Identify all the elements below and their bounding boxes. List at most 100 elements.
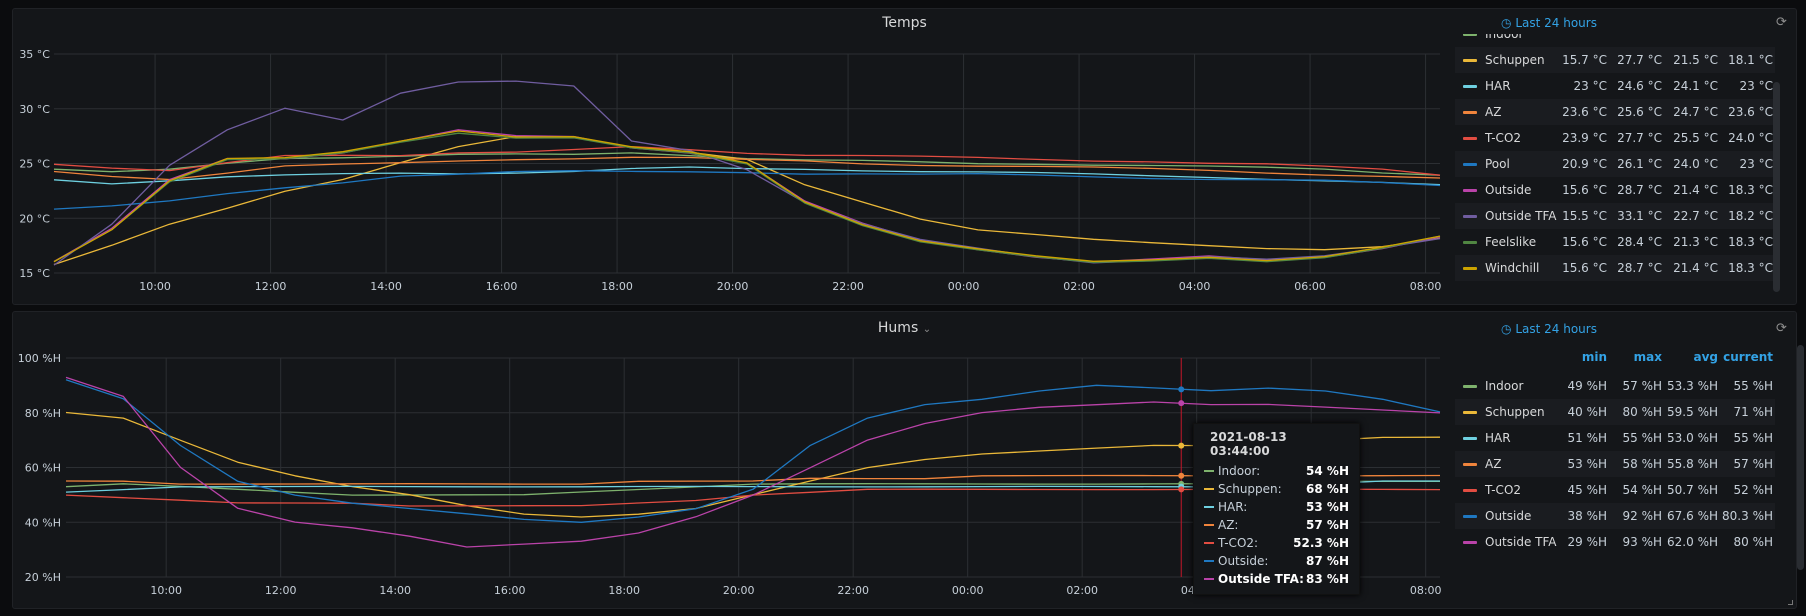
legend-series-name[interactable]: Feelslike bbox=[1485, 235, 1537, 249]
refresh-icon[interactable]: ⟳ bbox=[1776, 321, 1787, 336]
legend-row[interactable]: Outside 15.6 °C 28.7 °C 21.4 °C 18.3 °C bbox=[1455, 177, 1775, 203]
legend-color-swatch[interactable] bbox=[1463, 515, 1477, 518]
legend-row[interactable]: Outside TFA 15.5 °C 33.1 °C 22.7 °C 18.2 °C bbox=[1455, 203, 1775, 229]
legend-row[interactable]: AZ 23.6 °C 25.6 °C 24.7 °C 23.6 °C bbox=[1455, 99, 1775, 125]
legend-header-current[interactable]: current bbox=[1723, 350, 1773, 364]
tooltip-series-value: 54 %H bbox=[1306, 464, 1349, 478]
legend-row[interactable]: Feelslike 15.6 °C 28.4 °C 21.3 °C 18.3 °C bbox=[1455, 229, 1775, 255]
legend-header-max[interactable]: max bbox=[1633, 350, 1662, 364]
legend-header-min[interactable]: min bbox=[1581, 350, 1607, 364]
page-scrollbar[interactable] bbox=[1797, 345, 1804, 570]
tooltip-series-name: HAR: bbox=[1218, 500, 1248, 514]
refresh-icon[interactable]: ⟳ bbox=[1776, 15, 1787, 30]
tooltip-row: Schuppen: 68 %H bbox=[1204, 480, 1349, 498]
chevron-down-icon[interactable]: ⌄ bbox=[922, 324, 932, 335]
legend-series-name[interactable]: AZ bbox=[1485, 105, 1502, 119]
legend-color-swatch[interactable] bbox=[1463, 241, 1477, 244]
legend-value-avg: 59.5 %H bbox=[1667, 405, 1718, 419]
legend-value-min: 15.6 °C bbox=[1562, 235, 1607, 249]
tooltip-row: AZ: 57 %H bbox=[1204, 516, 1349, 534]
tooltip-time: 2021-08-13 03:44:00 bbox=[1210, 430, 1287, 458]
legend-row[interactable]: HAR 23 °C 24.6 °C 24.1 °C 23 °C bbox=[1455, 73, 1775, 99]
legend-row[interactable]: AZ 53 %H 58 %H 55.8 %H 57 %H bbox=[1455, 451, 1775, 477]
tooltip-series-value: 57 %H bbox=[1306, 518, 1349, 532]
legend-value-min: 23.6 °C bbox=[1562, 105, 1607, 119]
legend-value-max: 25.6 °C bbox=[1617, 105, 1662, 119]
legend-row[interactable]: Indoor 49 %H 57 %H 53.3 %H 55 %H bbox=[1455, 373, 1775, 399]
legend-row[interactable]: Schuppen 15.7 °C 27.7 °C 21.5 °C 18.1 °C bbox=[1455, 47, 1775, 73]
legend-series-name[interactable]: Windchill bbox=[1485, 261, 1540, 275]
legend-series-name[interactable]: Outside bbox=[1485, 509, 1532, 523]
legend-color-swatch[interactable] bbox=[1463, 137, 1477, 140]
legend-color-swatch[interactable] bbox=[1463, 411, 1477, 414]
legend-series-name[interactable]: T-CO2 bbox=[1485, 483, 1522, 497]
legend-series-name[interactable]: Indoor bbox=[1485, 34, 1524, 41]
legend-row[interactable]: Outside TFA 29 %H 93 %H 62.0 %H 80 %H bbox=[1455, 529, 1775, 555]
legend-value-avg: 55.8 %H bbox=[1667, 457, 1718, 471]
legend-color-swatch[interactable] bbox=[1463, 34, 1477, 36]
legend-color-swatch[interactable] bbox=[1463, 463, 1477, 466]
temps-legend-scrollbar[interactable] bbox=[1773, 82, 1780, 292]
legend-value-max: 27.7 °C bbox=[1617, 131, 1662, 145]
legend-color-swatch[interactable] bbox=[1463, 111, 1477, 114]
legend-value-current: 23 °C bbox=[1739, 79, 1773, 93]
legend-header-avg[interactable]: avg bbox=[1693, 350, 1718, 364]
legend-color-swatch[interactable] bbox=[1463, 541, 1477, 544]
legend-series-name[interactable]: Schuppen bbox=[1485, 53, 1545, 67]
legend-row[interactable]: Pool 20.9 °C 26.1 °C 24.0 °C 23 °C bbox=[1455, 151, 1775, 177]
legend-value-min: 51 %H bbox=[1567, 431, 1607, 445]
legend-row[interactable]: T-CO2 45 %H 54 %H 50.7 %H 52 %H bbox=[1455, 477, 1775, 503]
legend-value-current: 71 %H bbox=[1733, 405, 1773, 419]
tooltip-series-name: Indoor: bbox=[1218, 464, 1261, 478]
legend-value-max: 27.7 °C bbox=[1617, 53, 1662, 67]
hums-legend: min max avg current Indoor 49 %H 57 %H 53.3 %H 5… bbox=[1455, 350, 1775, 580]
legend-row[interactable]: Indoor bbox=[1455, 34, 1775, 47]
legend-row[interactable]: Outside 38 %H 92 %H 67.6 %H 80.3 %H bbox=[1455, 503, 1775, 529]
legend-row[interactable]: HAR 51 %H 55 %H 53.0 %H 55 %H bbox=[1455, 425, 1775, 451]
temps-title[interactable]: Temps bbox=[882, 15, 927, 31]
legend-color-swatch[interactable] bbox=[1463, 385, 1477, 388]
temps-time-range[interactable]: ◷ Last 24 hours bbox=[1501, 16, 1597, 30]
legend-series-name[interactable]: HAR bbox=[1485, 79, 1511, 93]
legend-series-name[interactable]: Pool bbox=[1485, 157, 1510, 171]
legend-row[interactable]: T-CO2 23.9 °C 27.7 °C 25.5 °C 24.0 °C bbox=[1455, 125, 1775, 151]
tooltip-series-name: AZ: bbox=[1218, 518, 1239, 532]
legend-series-name[interactable]: Outside TFA bbox=[1485, 535, 1557, 549]
clock-icon: ◷ bbox=[1501, 16, 1512, 30]
legend-series-name[interactable]: Schuppen bbox=[1485, 405, 1545, 419]
legend-value-min: 49 %H bbox=[1567, 379, 1607, 393]
legend-color-swatch[interactable] bbox=[1463, 85, 1477, 88]
legend-color-swatch[interactable] bbox=[1463, 437, 1477, 440]
legend-series-name[interactable]: Indoor bbox=[1485, 379, 1524, 393]
tooltip-series-name: T-CO2: bbox=[1218, 536, 1259, 550]
legend-series-name[interactable]: Outside bbox=[1485, 183, 1532, 197]
hums-time-range[interactable]: ◷ Last 24 hours bbox=[1501, 322, 1597, 336]
legend-series-name[interactable]: HAR bbox=[1485, 431, 1511, 445]
hums-title[interactable]: Hums ⌄ bbox=[877, 320, 932, 336]
tooltip-color-swatch bbox=[1204, 524, 1214, 526]
tooltip-row: Outside TFA: 83 %H bbox=[1204, 570, 1349, 588]
tooltip-row: Indoor: 54 %H bbox=[1204, 462, 1349, 480]
legend-value-current: 18.2 °C bbox=[1728, 209, 1773, 223]
legend-row[interactable]: Schuppen 40 %H 80 %H 59.5 %H 71 %H bbox=[1455, 399, 1775, 425]
legend-series-name[interactable]: Outside TFA bbox=[1485, 209, 1557, 223]
legend-series-name[interactable]: T-CO2 bbox=[1485, 131, 1522, 145]
legend-value-avg: 24.7 °C bbox=[1673, 105, 1718, 119]
legend-value-max: 55 %H bbox=[1622, 431, 1662, 445]
legend-value-avg: 25.5 °C bbox=[1673, 131, 1718, 145]
resize-handle-icon[interactable] bbox=[1788, 600, 1793, 605]
legend-value-min: 29 %H bbox=[1567, 535, 1607, 549]
legend-value-current: 52 %H bbox=[1733, 483, 1773, 497]
legend-color-swatch[interactable] bbox=[1463, 163, 1477, 166]
legend-value-avg: 21.4 °C bbox=[1673, 261, 1718, 275]
legend-value-avg: 53.3 %H bbox=[1667, 379, 1718, 393]
legend-color-swatch[interactable] bbox=[1463, 215, 1477, 218]
legend-color-swatch[interactable] bbox=[1463, 489, 1477, 492]
legend-row[interactable]: Windchill 15.6 °C 28.7 °C 21.4 °C 18.3 °C bbox=[1455, 255, 1775, 281]
legend-color-swatch[interactable] bbox=[1463, 59, 1477, 62]
legend-value-current: 80.3 %H bbox=[1722, 509, 1773, 523]
legend-color-swatch[interactable] bbox=[1463, 189, 1477, 192]
legend-color-swatch[interactable] bbox=[1463, 267, 1477, 270]
legend-series-name[interactable]: AZ bbox=[1485, 457, 1502, 471]
legend-value-avg: 24.1 °C bbox=[1673, 79, 1718, 93]
